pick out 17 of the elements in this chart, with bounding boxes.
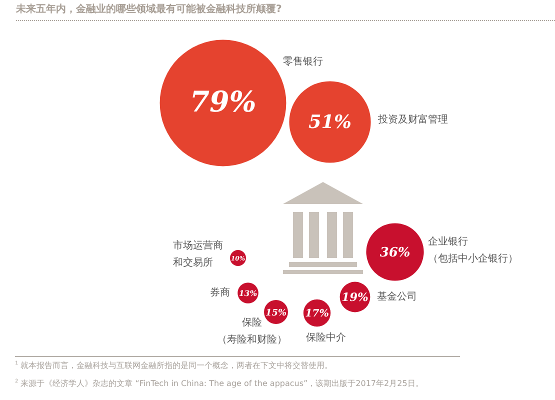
category-label: 券商: [210, 286, 230, 299]
data-label: 15%: [265, 308, 287, 318]
data-label: 17%: [305, 308, 330, 320]
category-label: 保险（寿险和财险）: [217, 316, 287, 346]
text: $^{2}$ 来源于《经济学人》杂志的文章 “FinTech in China: The age of the appacus”，该期出版于2017年2月25日。: [15, 378, 424, 389]
category-label: 零售银行: [283, 56, 323, 68]
category-label: 企业银行（包括中小企银行）: [428, 236, 518, 265]
data-label: 79%: [190, 84, 256, 118]
category-label: 保险中介: [306, 332, 346, 344]
category-label: 投资及财富管理: [377, 114, 448, 126]
data-label: 51%: [308, 112, 352, 133]
data-label: 36%: [380, 245, 410, 260]
category-label: 市场运营商和交易所: [173, 240, 223, 269]
text: 未来五年内，金融业的哪些领域最有可能被金融科技所颠覆?: [16, 2, 282, 16]
data-label: 19%: [342, 290, 369, 304]
category-label: 基金公司: [377, 290, 417, 303]
text: $^{1}$ 就本报告而言，金融科技与互联网金融所指的是同一个概念，两者在下文中将交替使用。: [15, 360, 333, 371]
